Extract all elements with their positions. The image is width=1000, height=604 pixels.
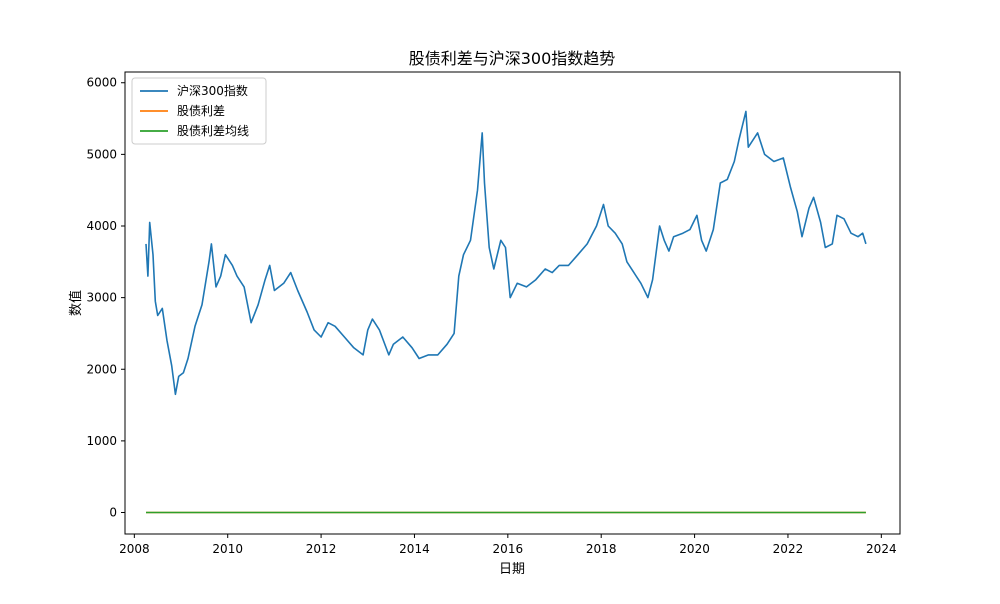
x-tick-label: 2016 (493, 542, 524, 556)
y-tick-label: 0 (109, 506, 117, 520)
y-tick-label: 4000 (86, 219, 117, 233)
legend-label-2: 股债利差均线 (177, 124, 249, 138)
y-tick-label: 3000 (86, 291, 117, 305)
series-line-0 (145, 110, 867, 396)
y-tick-label: 1000 (86, 434, 117, 448)
axes-frame (124, 71, 901, 535)
legend-label-0: 沪深300指数 (177, 83, 248, 98)
x-tick-label: 2014 (399, 542, 430, 556)
x-tick-label: 2020 (679, 542, 710, 556)
series-layer (145, 110, 867, 514)
y-axis-label: 数值 (68, 290, 84, 316)
x-tick-label: 2010 (212, 542, 243, 556)
y-tick-label: 2000 (86, 362, 117, 376)
x-axis-label: 日期 (499, 562, 525, 577)
legend-label-1: 股债利差 (177, 104, 225, 118)
x-tick-label: 2022 (773, 542, 804, 556)
x-tick-label: 2008 (119, 542, 150, 556)
axes-background (125, 72, 900, 534)
legend-frame (131, 77, 267, 145)
plot-area (124, 71, 901, 535)
x-tick-label: 2018 (586, 542, 617, 556)
x-axis: 2008 2010 2012 2014 2016 2018 2020 2022 2024 (119, 534, 897, 556)
chart-title: 股债利差与沪深300指数趋势 (409, 49, 616, 68)
y-tick-label: 5000 (86, 147, 117, 161)
x-tick-label: 2024 (866, 542, 897, 556)
y-tick-label: 6000 (86, 76, 117, 90)
y-axis: 0 1000 2000 3000 4000 5000 6000 (86, 76, 125, 520)
x-tick-label: 2012 (306, 542, 337, 556)
